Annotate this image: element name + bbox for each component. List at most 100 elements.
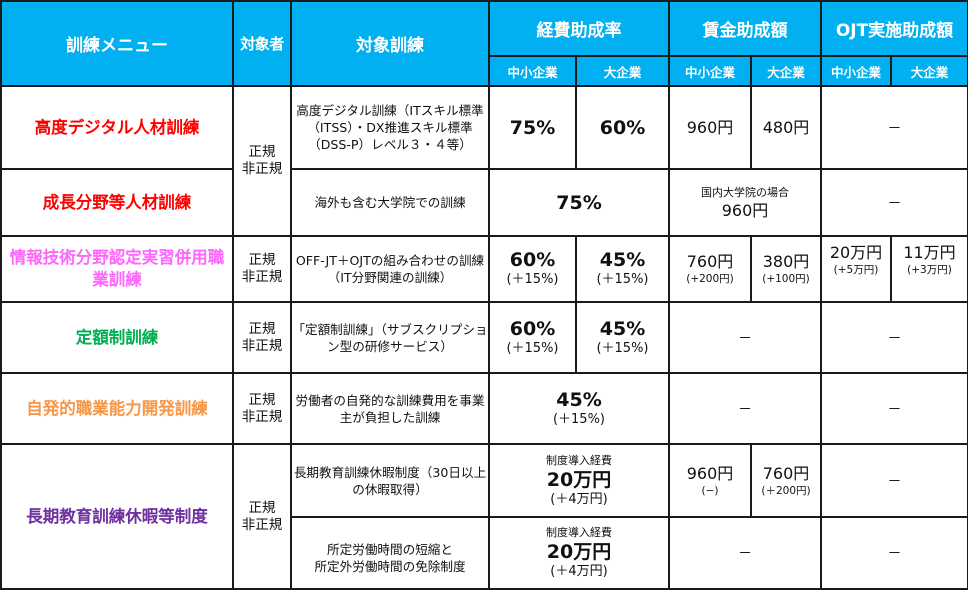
expense-sme: 60% (＋15%) xyxy=(488,301,577,374)
expense-note: 制度導入経費 xyxy=(546,453,612,467)
target-nonregular: 非正規 xyxy=(241,408,283,425)
dash: － xyxy=(887,195,902,212)
expense-cell: 75% xyxy=(488,168,670,237)
expense-extra: (＋15%) xyxy=(506,272,559,287)
header-ojt-large: 大企業 xyxy=(890,55,968,87)
table-row: 情報技術分野認定実習併用職業訓練 正規 非正規 OFF-JT＋OJTの組み合わせ… xyxy=(0,235,968,303)
expense-value: 45% xyxy=(599,317,646,340)
dash: － xyxy=(738,546,752,562)
expense-value: 20万円 xyxy=(546,541,612,563)
expense-extra: (＋15%) xyxy=(596,272,649,287)
dash: － xyxy=(887,401,902,418)
target-workers-cell: 正規 非正規 xyxy=(232,301,292,374)
target-nonregular: 非正規 xyxy=(241,337,283,354)
target-regular: 正規 xyxy=(248,499,276,516)
expense-cell: 制度導入経費 20万円 (＋4万円) xyxy=(488,443,670,518)
wage-cell: 国内大学院の場合 960円 xyxy=(668,168,822,237)
expense-value: 45% xyxy=(599,249,646,271)
target-regular: 正規 xyxy=(248,252,276,268)
target-nonregular: 非正規 xyxy=(241,161,283,177)
training-description: 「定額制訓練」（サブスクリプション型の研修サービス） xyxy=(290,301,490,374)
ojt-sme: 20万円 (+5万円) xyxy=(820,235,892,303)
wage-extra: (+100円) xyxy=(762,273,810,285)
expense-large: 45% (＋15%) xyxy=(575,301,670,374)
expense-value: 60% xyxy=(509,249,556,271)
wage-cell: － xyxy=(668,516,822,590)
menu-long-term-leave: 長期教育訓練休暇等制度 xyxy=(0,443,234,590)
wage-large: 380円 (+100円) xyxy=(750,235,822,303)
wage-large: 760円 (＋200円) xyxy=(750,443,822,518)
menu-flat-rate: 定額制訓練 xyxy=(0,301,234,374)
wage-value: 380円 xyxy=(762,252,810,271)
header-target-training: 対象訓練 xyxy=(290,0,490,87)
expense-extra: (＋15%) xyxy=(552,411,606,427)
ojt-cell: － xyxy=(820,85,968,170)
expense-value: 60% xyxy=(599,116,646,139)
table-row: 定額制訓練 正規 非正規 「定額制訓練」（サブスクリプション型の研修サービス） … xyxy=(0,301,968,374)
ojt-cell: － xyxy=(820,516,968,590)
expense-cell: 45% (＋15%) xyxy=(488,372,670,445)
target-regular: 正規 xyxy=(248,144,276,160)
menu-advanced-digital: 高度デジタル人材訓練 xyxy=(0,85,234,170)
table-row: 長期教育訓練休暇等制度 正規 非正規 長期教育訓練休暇制度（30日以上の休暇取得… xyxy=(0,443,968,590)
dash: － xyxy=(738,401,752,418)
header-expense-sme: 中小企業 xyxy=(488,55,577,87)
menu-voluntary: 自発的職業能力開発訓練 xyxy=(0,372,234,445)
training-description: 所定労働時間の短縮と 所定外労働時間の免除制度 xyxy=(290,516,490,590)
wage-sme: 760円 (+200円) xyxy=(668,235,752,303)
wage-value: 960円 xyxy=(686,117,734,137)
ojt-extra: (+3万円) xyxy=(907,264,952,276)
target-nonregular: 非正規 xyxy=(241,516,283,533)
expense-large: 45% (＋15%) xyxy=(575,235,670,303)
target-workers-cell: 正規 非正規 xyxy=(232,443,292,590)
dash: － xyxy=(887,546,902,562)
table-row: 成長分野等人材訓練 海外も含む大学院での訓練 75% 国内大学院の場合 960円… xyxy=(0,168,968,237)
wage-value: 760円 xyxy=(762,463,810,483)
wage-sme: 960円 (−) xyxy=(668,443,752,518)
desc-line: 所定外労働時間の免除制度 xyxy=(314,559,466,574)
dash: － xyxy=(738,330,752,347)
wage-cell: － xyxy=(668,372,822,445)
training-description: 海外も含む大学院での訓練 xyxy=(290,168,490,237)
table-row: 高度デジタル人材訓練 正規 非正規 高度デジタル訓練（ITスキル標準（ITSS）… xyxy=(0,85,968,237)
wage-value: 480円 xyxy=(762,117,810,137)
dash: － xyxy=(887,120,902,137)
expense-value: 60% xyxy=(509,317,556,340)
header-target-workers: 対象者 xyxy=(232,0,292,87)
dash: － xyxy=(887,330,902,347)
ojt-cell: － xyxy=(820,443,968,518)
menu-growth-field: 成長分野等人材訓練 xyxy=(0,168,234,237)
target-regular: 正規 xyxy=(248,320,276,337)
training-description: 長期教育訓練休暇制度（30日以上の休暇取得） xyxy=(290,443,490,518)
ojt-cell: － xyxy=(820,372,968,445)
expense-value: 75% xyxy=(509,116,556,139)
expense-extra: (＋4万円) xyxy=(550,491,608,507)
header-menu: 訓練メニュー xyxy=(0,0,234,87)
expense-value: 45% xyxy=(556,388,602,411)
wage-value: 760円 xyxy=(686,252,734,271)
training-description: 高度デジタル訓練（ITスキル標準（ITSS）・DX推進スキル標準（DSS-P）レ… xyxy=(290,85,490,170)
expense-cell: 制度導入経費 20万円 (＋4万円) xyxy=(488,516,670,590)
expense-sme: 60% (＋15%) xyxy=(488,235,577,303)
expense-extra: (＋15%) xyxy=(596,340,649,356)
table-row: 所定労働時間の短縮と 所定外労働時間の免除制度 制度導入経費 20万円 (＋4万… xyxy=(1,516,968,590)
expense-large: 60% xyxy=(575,85,670,170)
target-nonregular: 非正規 xyxy=(241,269,283,285)
expense-value: 20万円 xyxy=(546,468,612,491)
expense-value: 75% xyxy=(556,191,602,214)
training-description: 労働者の自発的な訓練費用を事業主が負担した訓練 xyxy=(290,372,490,445)
header-expense-rate: 経費助成率 xyxy=(488,0,670,57)
header-wage-sme: 中小企業 xyxy=(668,55,752,87)
ojt-value: 11万円 xyxy=(903,243,956,262)
expense-extra: (＋4万円) xyxy=(550,564,608,579)
expense-sme: 75% xyxy=(488,85,577,170)
training-description: OFF-JT＋OJTの組み合わせの訓練（IT分野関連の訓練） xyxy=(290,235,490,303)
wage-extra: (＋200円) xyxy=(761,484,811,497)
wage-large: 480円 xyxy=(750,85,822,170)
ojt-value: 20万円 xyxy=(829,243,883,262)
expense-note: 制度導入経費 xyxy=(546,526,612,539)
table-row: 自発的職業能力開発訓練 正規 非正規 労働者の自発的な訓練費用を事業主が負担した… xyxy=(0,372,968,445)
wage-extra: (−) xyxy=(701,484,719,497)
header-expense-large: 大企業 xyxy=(575,55,670,87)
target-workers-cell: 正規 非正規 xyxy=(232,85,292,237)
